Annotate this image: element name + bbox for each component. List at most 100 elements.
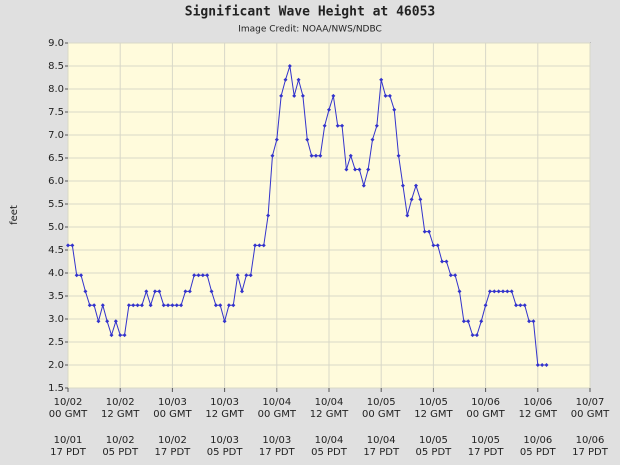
y-tick-label: 3.5	[48, 291, 64, 302]
data-point	[318, 153, 323, 158]
data-point	[166, 303, 171, 308]
data-point	[496, 289, 501, 294]
chart-subtitle: Image Credit: NOAA/NWS/NDBC	[238, 25, 382, 35]
data-point	[244, 273, 249, 278]
x-tick-pdt-date: 10/03	[210, 435, 239, 446]
data-point	[366, 167, 371, 172]
data-point	[187, 289, 192, 294]
data-point	[313, 153, 318, 158]
x-tick-date: 10/05	[367, 397, 396, 408]
data-point	[483, 303, 488, 308]
data-point	[283, 77, 288, 82]
x-tick-time: 00 GMT	[153, 409, 192, 420]
y-tick-label: 6.5	[48, 153, 64, 164]
x-tick-time: 12 GMT	[205, 409, 244, 420]
y-tick-label: 9.0	[48, 38, 64, 49]
data-point	[235, 273, 240, 278]
data-point	[544, 363, 549, 367]
data-point	[139, 303, 144, 308]
data-point	[414, 183, 418, 188]
data-point	[461, 319, 466, 324]
data-point	[296, 77, 301, 82]
data-point	[74, 273, 79, 278]
x-tick-time: 00 GMT	[466, 409, 505, 420]
data-point	[527, 319, 532, 324]
data-point	[231, 303, 236, 308]
data-point	[87, 303, 92, 308]
y-tick-label: 4.5	[48, 245, 64, 256]
y-tick-label: 3.0	[48, 314, 64, 325]
y-tick-label: 5.0	[48, 222, 64, 233]
data-point	[100, 303, 105, 308]
data-point	[387, 93, 392, 98]
data-point	[122, 333, 127, 338]
data-point	[392, 107, 397, 112]
data-point	[270, 153, 275, 158]
data-point	[327, 107, 331, 112]
x-tick-date: 10/06	[523, 397, 552, 408]
x-tick-pdt-date: 10/01	[54, 435, 83, 446]
y-tick-label: 6.0	[48, 176, 64, 187]
x-tick-pdt-date: 10/06	[523, 435, 552, 446]
x-tick-pdt-time: 05 PDT	[207, 447, 244, 458]
y-tick-label: 8.5	[48, 61, 64, 72]
data-point	[353, 167, 358, 172]
data-point	[474, 333, 479, 338]
data-point	[466, 319, 471, 324]
data-point	[435, 243, 440, 248]
data-point	[331, 93, 336, 98]
x-tick-date: 10/04	[262, 397, 291, 408]
x-tick-time: 12 GMT	[414, 409, 453, 420]
x-tick-pdt-time: 17 PDT	[572, 447, 609, 458]
data-point	[109, 333, 114, 338]
data-point	[300, 93, 305, 98]
data-point	[287, 64, 292, 68]
data-point	[105, 319, 110, 324]
data-point	[348, 153, 353, 158]
data-point	[305, 137, 310, 142]
data-point	[335, 123, 340, 128]
data-point	[174, 303, 179, 308]
data-point	[183, 289, 188, 294]
x-tick-pdt-time: 05 PDT	[416, 447, 453, 458]
x-tick-pdt-date: 10/02	[158, 435, 187, 446]
x-tick-time: 12 GMT	[519, 409, 558, 420]
data-point	[487, 289, 492, 294]
data-point	[253, 243, 258, 248]
data-point	[418, 197, 423, 202]
data-point	[148, 303, 153, 308]
data-point	[470, 333, 475, 338]
x-tick-time: 00 GMT	[258, 409, 297, 420]
data-point	[179, 303, 184, 308]
data-point	[505, 289, 510, 294]
data-point	[448, 273, 453, 278]
data-point	[213, 303, 218, 308]
data-point	[514, 303, 519, 308]
x-tick-time: 00 GMT	[49, 409, 88, 420]
data-point	[218, 303, 223, 308]
data-point	[427, 229, 432, 234]
data-point	[92, 303, 97, 308]
x-tick-pdt-date: 10/03	[262, 435, 291, 446]
x-tick-pdt-time: 05 PDT	[311, 447, 348, 458]
y-tick-label: 5.5	[48, 199, 64, 210]
x-tick-pdt-time: 17 PDT	[155, 447, 192, 458]
data-point	[540, 363, 545, 367]
data-point	[453, 273, 458, 278]
data-point	[161, 303, 166, 308]
data-point	[222, 319, 227, 324]
data-point	[374, 123, 379, 128]
data-point	[361, 183, 366, 188]
y-tick-label: 7.5	[48, 107, 64, 118]
y-tick-label: 8.0	[48, 84, 64, 95]
data-point	[501, 289, 505, 294]
data-point	[518, 303, 523, 308]
data-point	[396, 153, 401, 158]
data-point	[531, 319, 536, 324]
x-tick-pdt-date: 10/04	[367, 435, 396, 446]
y-tick-label: 7.0	[48, 130, 64, 141]
data-point	[248, 273, 253, 278]
x-tick-pdt-date: 10/05	[419, 435, 448, 446]
data-point	[70, 243, 75, 248]
data-point	[522, 303, 527, 308]
